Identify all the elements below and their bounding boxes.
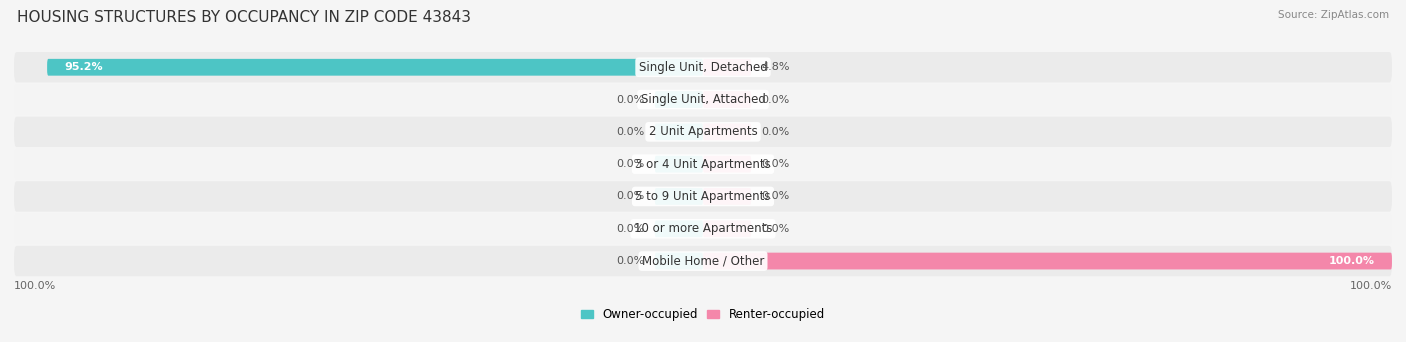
FancyBboxPatch shape [703, 91, 751, 108]
Text: 3 or 4 Unit Apartments: 3 or 4 Unit Apartments [636, 158, 770, 171]
FancyBboxPatch shape [14, 52, 1392, 82]
FancyBboxPatch shape [14, 84, 1392, 115]
FancyBboxPatch shape [655, 156, 703, 173]
FancyBboxPatch shape [703, 123, 751, 140]
Text: 0.0%: 0.0% [616, 127, 644, 137]
Text: 2 Unit Apartments: 2 Unit Apartments [648, 126, 758, 139]
Legend: Owner-occupied, Renter-occupied: Owner-occupied, Renter-occupied [576, 303, 830, 326]
FancyBboxPatch shape [703, 220, 751, 237]
FancyBboxPatch shape [655, 188, 703, 205]
FancyBboxPatch shape [655, 220, 703, 237]
Text: 0.0%: 0.0% [762, 159, 790, 169]
Text: 4.8%: 4.8% [762, 62, 790, 72]
FancyBboxPatch shape [655, 91, 703, 108]
FancyBboxPatch shape [703, 59, 751, 76]
FancyBboxPatch shape [14, 181, 1392, 212]
Text: 100.0%: 100.0% [1350, 281, 1392, 291]
Text: 0.0%: 0.0% [762, 127, 790, 137]
Text: 100.0%: 100.0% [1329, 256, 1375, 266]
FancyBboxPatch shape [655, 253, 703, 269]
Text: 5 to 9 Unit Apartments: 5 to 9 Unit Apartments [636, 190, 770, 203]
Text: Single Unit, Attached: Single Unit, Attached [641, 93, 765, 106]
FancyBboxPatch shape [703, 253, 1392, 269]
FancyBboxPatch shape [655, 123, 703, 140]
FancyBboxPatch shape [703, 188, 751, 205]
Text: 95.2%: 95.2% [65, 62, 103, 72]
Text: 0.0%: 0.0% [616, 192, 644, 201]
Text: Single Unit, Detached: Single Unit, Detached [638, 61, 768, 74]
Text: 0.0%: 0.0% [762, 192, 790, 201]
FancyBboxPatch shape [48, 59, 703, 76]
Text: 0.0%: 0.0% [762, 224, 790, 234]
Text: HOUSING STRUCTURES BY OCCUPANCY IN ZIP CODE 43843: HOUSING STRUCTURES BY OCCUPANCY IN ZIP C… [17, 10, 471, 25]
Text: 0.0%: 0.0% [762, 94, 790, 105]
Text: 0.0%: 0.0% [616, 94, 644, 105]
FancyBboxPatch shape [703, 156, 751, 173]
FancyBboxPatch shape [14, 246, 1392, 276]
Text: 0.0%: 0.0% [616, 224, 644, 234]
Text: Mobile Home / Other: Mobile Home / Other [641, 254, 765, 267]
Text: Source: ZipAtlas.com: Source: ZipAtlas.com [1278, 10, 1389, 20]
Text: 0.0%: 0.0% [616, 256, 644, 266]
FancyBboxPatch shape [14, 117, 1392, 147]
FancyBboxPatch shape [14, 213, 1392, 244]
Text: 100.0%: 100.0% [14, 281, 56, 291]
Text: 10 or more Apartments: 10 or more Apartments [634, 222, 772, 235]
Text: 0.0%: 0.0% [616, 159, 644, 169]
FancyBboxPatch shape [14, 149, 1392, 179]
